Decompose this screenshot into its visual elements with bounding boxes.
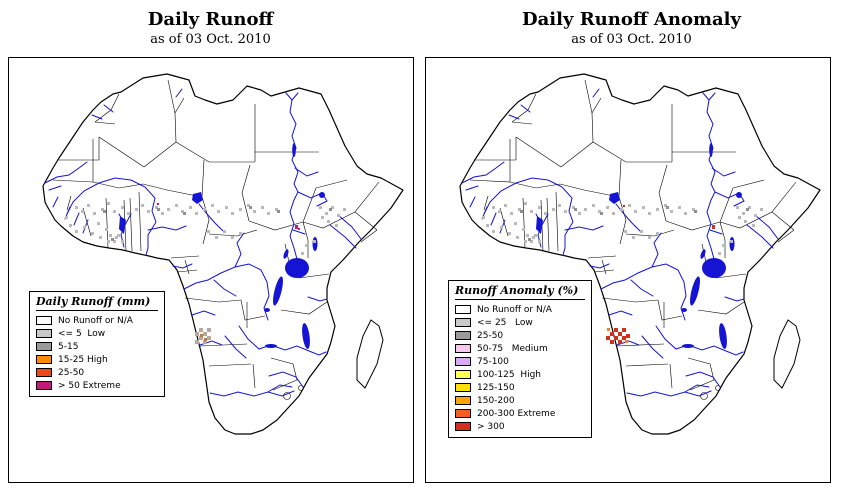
- legend-swatch: [36, 329, 52, 338]
- legend-label: > 300: [477, 421, 505, 432]
- legend-label: 25-50: [58, 367, 85, 378]
- legend-label: 50-75 Medium: [477, 343, 548, 354]
- legend-item: 5-15: [36, 340, 158, 353]
- map-box: Runoff Anomaly (%) No Runoff or N/A <= 25…: [425, 57, 831, 483]
- legend-item: No Runoff or N/A: [455, 303, 585, 316]
- legend-daily-runoff: Daily Runoff (mm) No Runoff or N/A <= 5 L…: [29, 291, 165, 397]
- legend-swatch: [36, 342, 52, 351]
- panel-title: Daily Runoff Anomaly: [522, 9, 741, 30]
- legend-item: > 50 Extreme: [36, 379, 158, 392]
- legend-swatch: [36, 381, 52, 390]
- legend-title: Daily Runoff (mm): [36, 295, 158, 311]
- legend-item: 25-50: [36, 366, 158, 379]
- legend-swatch: [455, 396, 471, 405]
- legend-item: 25-50: [455, 329, 585, 342]
- panel-runoff-anomaly: Daily Runoff Anomaly as of 03 Oct. 2010 …: [421, 0, 842, 489]
- legend-label: <= 5 Low: [58, 328, 106, 339]
- panel-subtitle: as of 03 Oct. 2010: [150, 32, 271, 47]
- legend-swatch: [455, 305, 471, 314]
- legend-label: 100-125 High: [477, 369, 542, 380]
- legend-swatch: [455, 370, 471, 379]
- legend-label: 5-15: [58, 341, 79, 352]
- legend-item: No Runoff or N/A: [36, 314, 158, 327]
- legend-title: Runoff Anomaly (%): [455, 284, 585, 300]
- legend-swatch: [455, 383, 471, 392]
- legend-item: 200-300 Extreme: [455, 407, 585, 420]
- legend-label: No Runoff or N/A: [58, 315, 133, 326]
- legend-item: 100-125 High: [455, 368, 585, 381]
- legend-label: <= 25 Low: [477, 317, 533, 328]
- legend-items: No Runoff or N/A <= 25 Low 25-50 50-75 Medi…: [455, 303, 585, 433]
- legend-swatch: [455, 357, 471, 366]
- legend-label: 150-200: [477, 395, 515, 406]
- legend-swatch: [455, 409, 471, 418]
- legend-label: 75-100: [477, 356, 509, 367]
- legend-label: 25-50: [477, 330, 504, 341]
- legend-swatch: [455, 318, 471, 327]
- legend-label: 15-25 High: [58, 354, 108, 365]
- legend-swatch: [36, 368, 52, 377]
- legend-item: > 300: [455, 420, 585, 433]
- legend-item: 75-100: [455, 355, 585, 368]
- legend-swatch: [455, 331, 471, 340]
- legend-label: 125-150: [477, 382, 515, 393]
- legend-item: 150-200: [455, 394, 585, 407]
- legend-items: No Runoff or N/A <= 5 Low 5-15 15-25 High 25…: [36, 314, 158, 392]
- legend-item: <= 25 Low: [455, 316, 585, 329]
- legend-label: No Runoff or N/A: [477, 304, 552, 315]
- legend-swatch: [455, 422, 471, 431]
- legend-label: > 50 Extreme: [58, 380, 121, 391]
- legend-swatch: [455, 344, 471, 353]
- panel-title: Daily Runoff: [147, 9, 274, 30]
- panel-daily-runoff: Daily Runoff as of 03 Oct. 2010 Daily Ru…: [8, 9, 414, 483]
- africa-map-runoff: [42, 73, 404, 435]
- map-box: Daily Runoff (mm) No Runoff or N/A <= 5 L…: [8, 57, 414, 483]
- legend-item: 125-150: [455, 381, 585, 394]
- legend-item: <= 5 Low: [36, 327, 158, 340]
- legend-swatch: [36, 355, 52, 364]
- legend-swatch: [36, 316, 52, 325]
- legend-label: 200-300 Extreme: [477, 408, 556, 419]
- legend-item: 15-25 High: [36, 353, 158, 366]
- panel-subtitle: as of 03 Oct. 2010: [571, 32, 692, 47]
- legend-runoff-anomaly: Runoff Anomaly (%) No Runoff or N/A <= 25…: [448, 280, 592, 438]
- legend-item: 50-75 Medium: [455, 342, 585, 355]
